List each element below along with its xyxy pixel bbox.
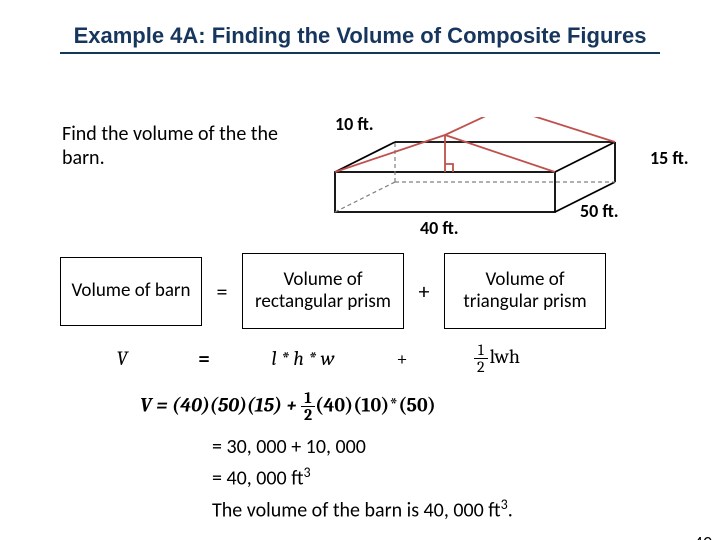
term-tri-prism: Volume of triangular prism (444, 253, 606, 329)
result-line-3: The volume of the barn is 40, 000 ft3. (212, 494, 513, 526)
substitution-line: V = (40)(50)(15) + 1 2 (40)(10)*(50) (140, 390, 436, 423)
term-volume-barn: Volume of barn (60, 257, 202, 326)
barn-svg (320, 117, 700, 247)
barn-diagram: 10 ft. 15 ft. 50 ft. 40 ft. (320, 117, 700, 237)
problem-prompt: Find the volume of the the barn. (62, 122, 292, 170)
dim-depth: 50 ft. (580, 200, 619, 222)
formula-rect: l * h * w (224, 347, 382, 370)
formula-tri: 1 2 lwh (422, 342, 572, 375)
half-fraction-2: 1 2 (301, 390, 315, 423)
dim-width: 40 ft. (420, 217, 459, 239)
formula-V: V (60, 347, 184, 370)
equals-sign-1: = (202, 278, 242, 305)
plus-sign-2: + (382, 347, 422, 370)
plus-sign-1: + (404, 278, 444, 305)
equals-sign-2: = (184, 347, 224, 370)
result-line-1: = 30, 000 + 10, 000 (212, 432, 513, 462)
word-equation-row: Volume of barn = Volume of rectangular p… (60, 252, 680, 330)
dim-height: 10 ft. (335, 113, 374, 135)
symbolic-formula-row: V = l * h * w + 1 2 lwh (60, 340, 680, 376)
page-title: Example 4A: Finding the Volume of Compos… (60, 22, 660, 54)
half-fraction-1: 1 2 (474, 342, 488, 375)
dim-side: 15 ft. (650, 147, 689, 169)
result-line-2: = 40, 000 ft3 (212, 462, 513, 494)
result-block: = 30, 000 + 10, 000 = 40, 000 ft3 The vo… (212, 432, 513, 525)
term-rect-prism: Volume of rectangular prism (242, 253, 404, 329)
page-number: 49 (694, 532, 712, 540)
